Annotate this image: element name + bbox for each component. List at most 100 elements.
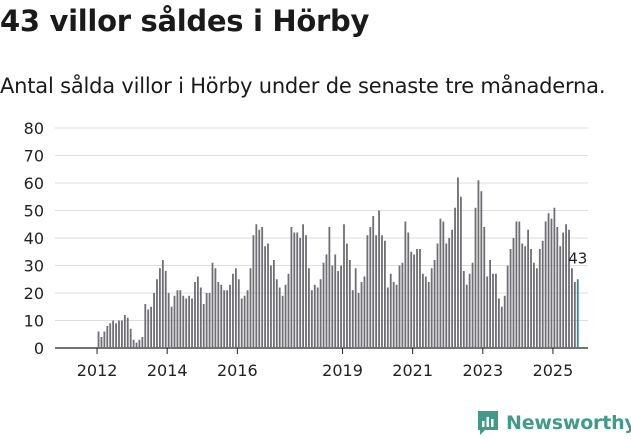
y-tick-label: 70 <box>24 147 44 166</box>
bar <box>118 320 120 348</box>
bar <box>158 268 161 348</box>
bar <box>287 273 290 348</box>
bar <box>483 227 486 348</box>
bar <box>284 284 287 348</box>
bar <box>448 238 451 348</box>
bar <box>261 227 264 348</box>
bar <box>436 243 439 348</box>
bar <box>208 293 211 348</box>
bar <box>100 337 103 348</box>
bar <box>258 229 261 348</box>
bar <box>243 295 246 348</box>
bar <box>302 224 304 348</box>
bar <box>413 254 416 348</box>
bar <box>176 290 179 348</box>
x-tick-label: 2019 <box>322 361 363 380</box>
bar <box>220 284 223 348</box>
bar <box>535 268 538 348</box>
bar <box>337 271 340 348</box>
bar <box>246 290 249 348</box>
bar <box>459 196 462 348</box>
bar <box>521 243 524 348</box>
bar <box>407 232 410 348</box>
bar <box>395 284 398 348</box>
bar <box>573 282 576 348</box>
bar <box>424 276 427 348</box>
chart-subtitle: Antal sålda villor i Hörby under de sena… <box>0 74 606 98</box>
bar <box>205 293 208 348</box>
bar <box>471 262 474 348</box>
bar <box>144 304 147 348</box>
bar <box>170 306 173 348</box>
bar <box>515 221 518 348</box>
y-tick-label: 0 <box>34 339 44 358</box>
bar <box>299 238 302 348</box>
bar <box>384 240 386 348</box>
bar <box>164 271 167 348</box>
bar <box>305 235 307 348</box>
bar <box>527 229 529 348</box>
bar <box>556 227 559 348</box>
brand-name: Newsworthy <box>506 412 631 434</box>
bar <box>550 218 553 348</box>
bar <box>544 221 547 348</box>
x-tick-label: 2021 <box>392 361 433 380</box>
bar <box>278 287 281 348</box>
chart-title: 43 villor såldes i Hörby <box>0 4 370 38</box>
bar <box>430 268 433 348</box>
bar <box>281 295 284 348</box>
bar <box>401 262 404 348</box>
bar <box>325 254 328 348</box>
bar <box>123 315 126 348</box>
bar <box>506 265 509 348</box>
bar <box>375 235 378 348</box>
bar <box>141 337 144 348</box>
bar <box>427 282 430 348</box>
bar <box>264 246 266 348</box>
bar <box>442 221 445 348</box>
bar <box>173 295 176 348</box>
bar <box>404 221 407 348</box>
bar <box>138 339 141 348</box>
bar <box>232 273 234 348</box>
bar <box>308 268 310 348</box>
bar <box>328 227 331 348</box>
bar <box>290 227 293 348</box>
bar <box>272 260 275 348</box>
bar <box>477 180 480 348</box>
bar <box>249 268 252 348</box>
bars <box>97 177 579 348</box>
bar <box>351 290 354 348</box>
bar <box>421 273 424 348</box>
bar <box>115 323 117 348</box>
bar <box>135 342 138 348</box>
bar-highlight <box>576 279 579 348</box>
bar <box>354 268 357 348</box>
bar <box>547 213 550 348</box>
x-tick-label: 2023 <box>462 361 503 380</box>
bar <box>129 328 132 348</box>
bar <box>270 265 272 348</box>
x-tick-label: 2014 <box>147 361 188 380</box>
bar <box>410 251 413 348</box>
bar <box>167 293 170 348</box>
bar <box>495 273 497 348</box>
x-tick-label: 2016 <box>217 361 258 380</box>
bar <box>331 265 334 348</box>
bar <box>223 290 226 348</box>
bar <box>132 339 135 348</box>
bar <box>161 260 164 348</box>
bar <box>386 287 389 348</box>
bar <box>454 207 456 348</box>
bar <box>237 279 240 348</box>
grid-lines <box>55 127 588 349</box>
bar <box>530 249 532 348</box>
bar <box>214 268 217 348</box>
bar <box>433 260 436 348</box>
x-tick-label: 2012 <box>77 361 118 380</box>
bar <box>319 279 322 348</box>
bar <box>500 306 503 348</box>
bar <box>275 279 278 348</box>
bar <box>185 298 188 348</box>
